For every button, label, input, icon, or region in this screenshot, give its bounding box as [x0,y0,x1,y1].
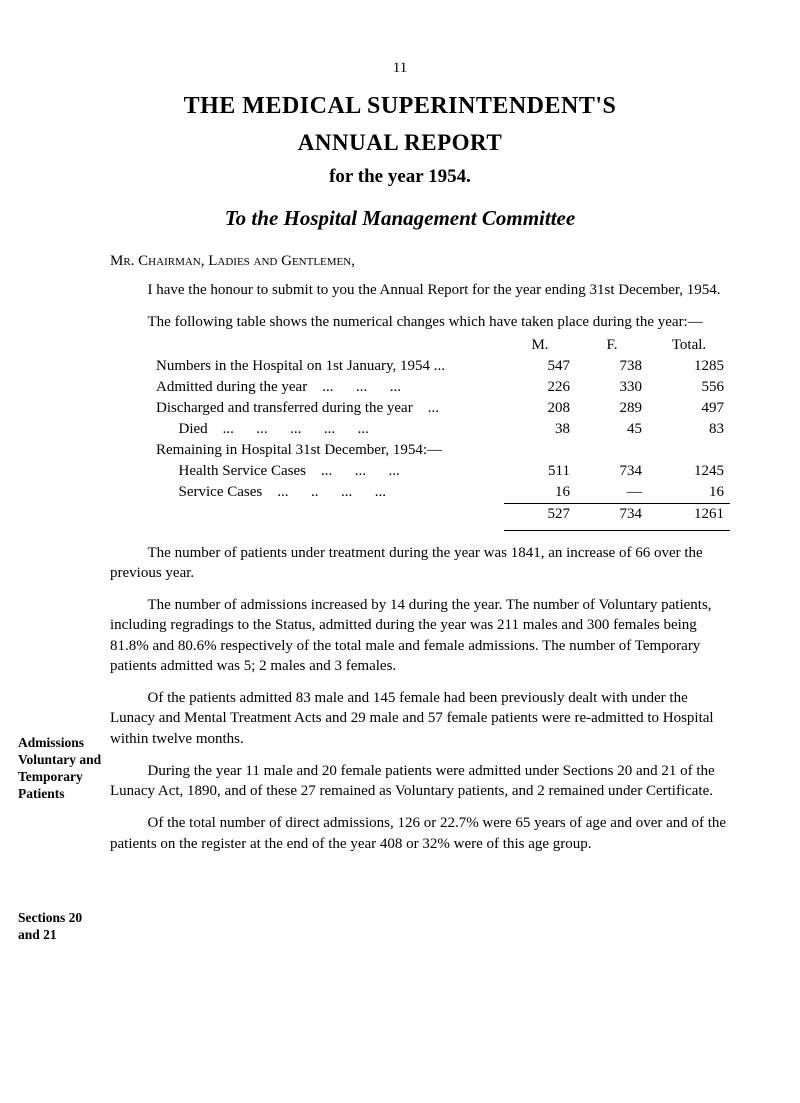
table-header-row: M. F. Total. [150,335,730,356]
cell-f: 738 [576,356,648,377]
col-m: M. [504,335,576,356]
para-admissions: The number of admissions increased by 14… [110,595,730,676]
cell-t: 497 [648,398,730,419]
changes-table: M. F. Total. Numbers in the Hospital on … [150,335,730,531]
cell-m: 208 [504,398,576,419]
table-row: Service Cases ... .. ... ... 16 — 16 [150,482,730,504]
table-row: Died ... ... ... ... ... 38 45 83 [150,419,730,440]
row-label: Health Service Cases [179,463,306,479]
cell-f: 289 [576,398,648,419]
col-total: Total. [648,335,730,356]
para-prev: Of the patients admitted 83 male and 145… [110,688,730,749]
total-f: 734 [576,503,648,525]
col-f: F. [576,335,648,356]
para-increase: The number of patients under treatment d… [110,543,730,584]
table-total-row: 527 734 1261 [150,503,730,525]
page-number: 11 [70,60,730,77]
margin-label-admissions: Admissions Voluntary and Temporary Patie… [18,735,103,803]
col-blank [150,335,504,356]
remaining-label: Remaining in Hospital 31st December, 195… [150,440,730,461]
title-line-3: for the year 1954. [70,166,730,188]
table-row-remaining: Remaining in Hospital 31st December, 195… [150,440,730,461]
cell-t: 16 [648,482,730,504]
table-end-rule [150,525,730,531]
para-sections: During the year 11 male and 20 female pa… [110,761,730,802]
para-total: Of the total number of direct admissions… [110,813,730,854]
row-label: Numbers in the Hospital on 1st January, … [156,358,430,374]
table-row: Admitted during the year ... ... ... 226… [150,377,730,398]
title-line-2: ANNUAL REPORT [70,130,730,156]
cell-m: 547 [504,356,576,377]
total-t: 1261 [648,503,730,525]
row-label: Admitted during the year [156,379,307,395]
cell-f: 734 [576,461,648,482]
title-line-1: THE MEDICAL SUPERINTENDENT'S [70,93,730,120]
total-m: 527 [504,503,576,525]
table-row: Numbers in the Hospital on 1st January, … [150,356,730,377]
cell-t: 1285 [648,356,730,377]
title-line-4: To the Hospital Management Committee [70,206,730,231]
cell-t: 1245 [648,461,730,482]
cell-m: 511 [504,461,576,482]
cell-t: 83 [648,419,730,440]
cell-f: 330 [576,377,648,398]
margin-label-sections: Sections 20 and 21 [18,910,103,944]
cell-m: 38 [504,419,576,440]
row-label: Died [179,421,208,437]
salutation: Mr. Chairman, Ladies and Gentlemen, [110,253,730,270]
row-label: Service Cases [179,484,263,500]
cell-f: 45 [576,419,648,440]
table-row: Discharged and transferred during the ye… [150,398,730,419]
row-label: Discharged and transferred during the ye… [156,400,413,416]
cell-t: 556 [648,377,730,398]
para-table-lead: The following table shows the numerical … [110,312,730,332]
table-row: Health Service Cases ... ... ... 511 734… [150,461,730,482]
cell-m: 16 [504,482,576,504]
cell-f: — [576,482,648,504]
cell-m: 226 [504,377,576,398]
para-intro: I have the honour to submit to you the A… [110,280,730,300]
